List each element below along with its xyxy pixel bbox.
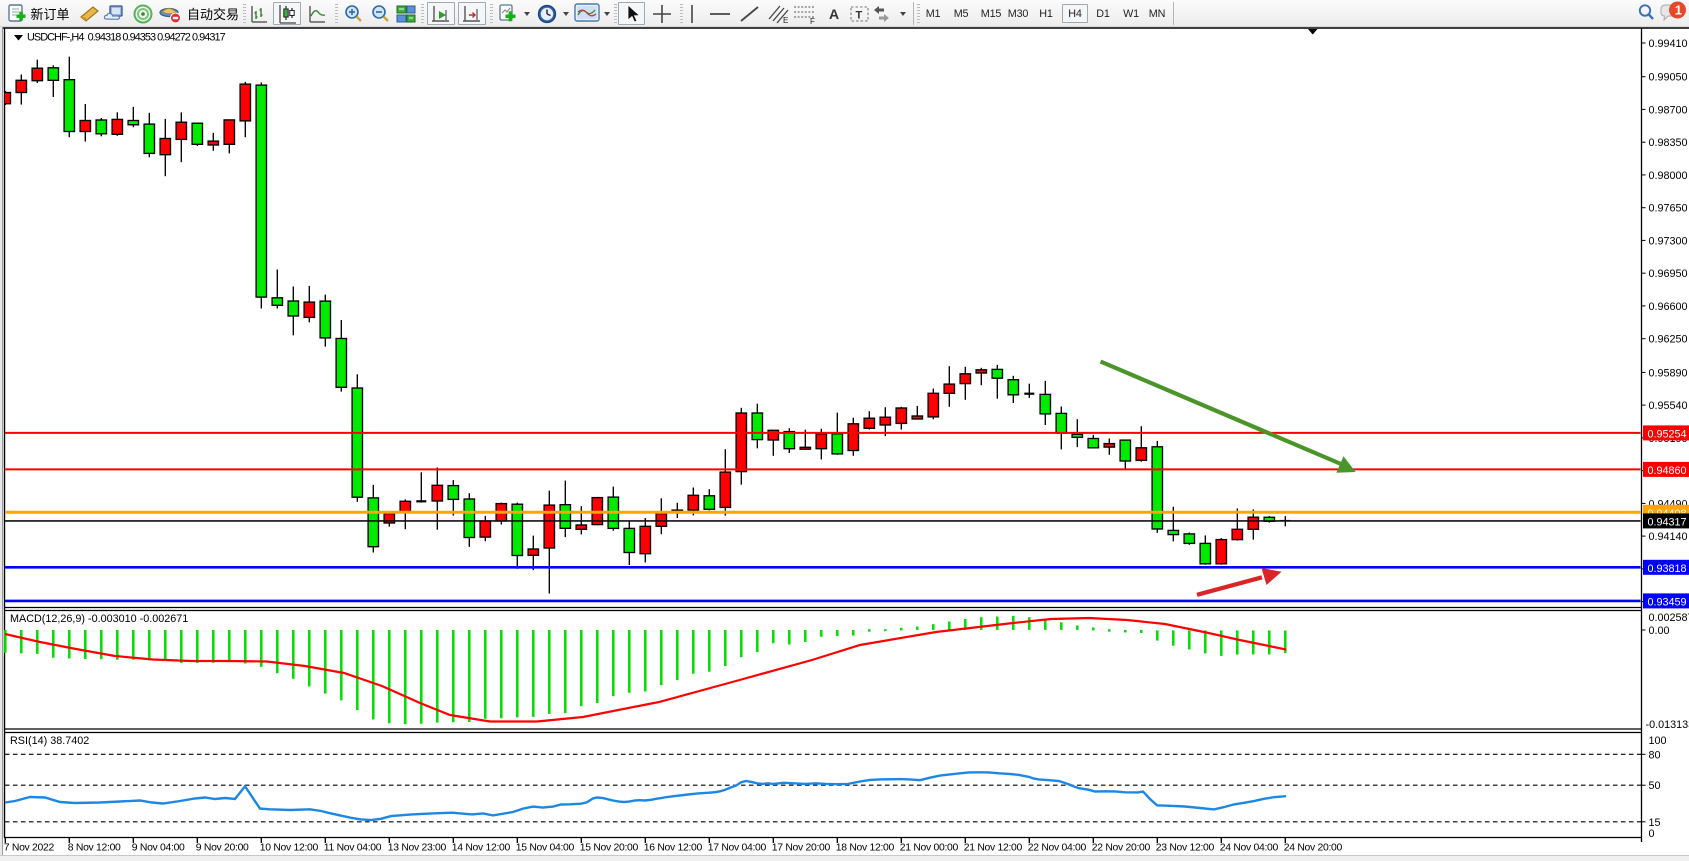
svg-text:E: E [783, 16, 788, 25]
svg-text:16 Nov 12:00: 16 Nov 12:00 [644, 843, 703, 854]
svg-text:9 Nov 04:00: 9 Nov 04:00 [132, 843, 185, 854]
svg-text:18 Nov 12:00: 18 Nov 12:00 [836, 843, 895, 854]
svg-text:0.96250: 0.96250 [1649, 334, 1688, 346]
svg-text:0.93459: 0.93459 [1648, 596, 1687, 608]
svg-text:22 Nov 20:00: 22 Nov 20:00 [1092, 843, 1151, 854]
svg-text:24 Nov 04:00: 24 Nov 04:00 [1220, 843, 1279, 854]
svg-text:21 Nov 00:00: 21 Nov 00:00 [900, 843, 959, 854]
svg-text:0.93818: 0.93818 [1648, 563, 1687, 575]
svg-text:13 Nov 23:00: 13 Nov 23:00 [388, 843, 447, 854]
svg-text:0.96950: 0.96950 [1649, 268, 1688, 280]
svg-text:T: T [856, 10, 863, 22]
svg-text:7 Nov 2022: 7 Nov 2022 [4, 843, 55, 854]
svg-text:11 Nov 04:00: 11 Nov 04:00 [324, 843, 382, 854]
svg-text:RSI(14) 38.7402: RSI(14) 38.7402 [10, 735, 89, 747]
svg-text:0.99410: 0.99410 [1649, 38, 1688, 50]
svg-text:0.96600: 0.96600 [1649, 301, 1688, 313]
svg-text:0.98350: 0.98350 [1649, 137, 1688, 149]
svg-text:23 Nov 12:00: 23 Nov 12:00 [1156, 843, 1215, 854]
svg-text:-0.013133: -0.013133 [1646, 719, 1689, 731]
svg-text:0.97300: 0.97300 [1649, 235, 1688, 247]
svg-text:24 Nov 20:00: 24 Nov 20:00 [1284, 843, 1343, 854]
svg-text:17 Nov 20:00: 17 Nov 20:00 [772, 843, 831, 854]
svg-text:0.95540: 0.95540 [1649, 400, 1688, 412]
svg-text:F: F [810, 17, 815, 25]
svg-text:14 Nov 12:00: 14 Nov 12:00 [452, 843, 511, 854]
svg-text:8 Nov 12:00: 8 Nov 12:00 [68, 843, 121, 854]
svg-text:0.00: 0.00 [1649, 625, 1670, 637]
svg-text:0.002587: 0.002587 [1649, 612, 1689, 624]
svg-text:0.94317: 0.94317 [1648, 516, 1687, 528]
svg-text:100: 100 [1649, 735, 1667, 747]
svg-text:0.99050: 0.99050 [1649, 72, 1688, 84]
svg-text:USDCHF-,H4 0.94318 0.94353 0.: USDCHF-,H4 0.94318 0.94353 0.94272 0.943… [27, 32, 226, 44]
svg-text:22 Nov 04:00: 22 Nov 04:00 [1028, 843, 1087, 854]
svg-text:0.97650: 0.97650 [1649, 203, 1688, 215]
svg-text:17 Nov 04:00: 17 Nov 04:00 [708, 843, 767, 854]
svg-text:MACD(12,26,9) -0.003010 -0.002: MACD(12,26,9) -0.003010 -0.002671 [10, 613, 188, 625]
svg-text:0.98000: 0.98000 [1649, 170, 1688, 182]
svg-text:0.95254: 0.95254 [1648, 428, 1687, 440]
svg-text:50: 50 [1649, 780, 1661, 792]
svg-text:0: 0 [1649, 828, 1655, 840]
svg-text:21 Nov 12:00: 21 Nov 12:00 [964, 843, 1023, 854]
svg-text:15 Nov 20:00: 15 Nov 20:00 [580, 843, 639, 854]
svg-text:1: 1 [1675, 3, 1682, 18]
svg-text:0.95890: 0.95890 [1649, 367, 1688, 379]
svg-text:0.98700: 0.98700 [1649, 104, 1688, 116]
svg-text:15 Nov 04:00: 15 Nov 04:00 [516, 843, 575, 854]
svg-text:10 Nov 12:00: 10 Nov 12:00 [260, 843, 319, 854]
svg-text:80: 80 [1649, 749, 1661, 761]
svg-text:15: 15 [1649, 817, 1661, 829]
svg-text:0.94860: 0.94860 [1648, 465, 1687, 477]
svg-text:0.94140: 0.94140 [1649, 531, 1688, 543]
svg-text:9 Nov 20:00: 9 Nov 20:00 [196, 843, 249, 854]
